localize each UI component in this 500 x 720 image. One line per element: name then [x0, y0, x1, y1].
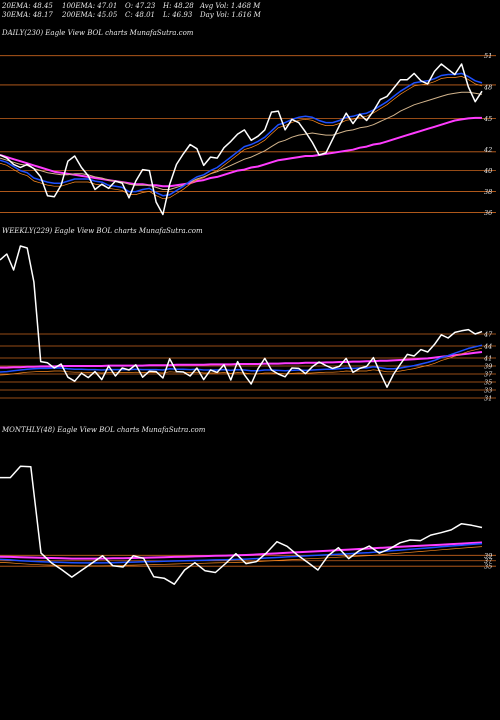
weekly-series-line-2 — [0, 351, 483, 369]
daily-y-tick-label: 51 — [484, 52, 492, 60]
weekly-y-tick-label: 37 — [484, 371, 493, 379]
daily-series-band-orange — [0, 76, 483, 200]
info-close: C: 48.01 — [125, 11, 155, 19]
weekly-panel-title: WEEKLY(229) Eagle View BOL charts Munafa… — [2, 227, 203, 235]
daily-series-line-2 — [0, 91, 483, 190]
weekly-y-tick-label: 47 — [483, 331, 493, 339]
daily-y-tick-label: 48 — [483, 84, 492, 92]
weekly-y-tick-label: 31 — [484, 395, 492, 403]
weekly-y-tick-label: 44 — [483, 343, 492, 351]
info-header: 20EMA: 48.45 100EMA: 47.01 O: 47.23 H: 4… — [1, 2, 262, 19]
info-day-vol: Day Vol: 1.616 M — [199, 11, 262, 19]
monthly-series-line-0 — [0, 465, 483, 585]
daily-panel: 51 48 45 42 40 38 36 — [0, 52, 496, 217]
daily-y-tick-label: 42 — [483, 146, 492, 154]
info-open: O: 47.23 — [125, 2, 156, 10]
weekly-series-band-orange — [0, 347, 483, 376]
daily-y-tick-label: 45 — [483, 115, 492, 123]
daily-series-line-0 — [0, 63, 483, 216]
daily-y-tick-label: 38 — [484, 188, 492, 196]
info-20ema: 20EMA: 48.45 — [1, 2, 53, 10]
weekly-y-tick-label: 39 — [484, 363, 492, 371]
daily-series-line-1 — [0, 72, 483, 197]
monthly-series-band-orange — [0, 546, 483, 567]
info-avg-vol: Avg Vol: 1.468 M — [199, 2, 261, 10]
weekly-y-tick-label: 41 — [483, 355, 492, 363]
daily-panel-title: DAILY(230) Eagle View BOL charts MunafaS… — [1, 29, 194, 37]
weekly-series-line-0 — [0, 245, 483, 388]
weekly-y-tick-label: 33 — [484, 387, 492, 395]
info-high: H: 48.28 — [162, 2, 194, 10]
monthly-y-tick-label: 37 — [484, 557, 493, 565]
daily-y-tick-label: 36 — [484, 209, 492, 217]
monthly-y-tick-label: 39 — [484, 552, 492, 560]
weekly-y-tick-label: 35 — [484, 379, 492, 387]
monthly-series-line-2 — [0, 541, 483, 560]
info-100ema: 100EMA: 47.01 — [62, 2, 117, 10]
info-200ema: 200EMA: 45.05 — [61, 11, 118, 19]
info-low: L: 46.93 — [162, 11, 193, 19]
monthly-y-tick-label: 35 — [484, 563, 492, 571]
daily-y-tick-label: 40 — [483, 167, 492, 175]
daily-series-line-3 — [0, 116, 482, 188]
info-30ema: 30EMA: 48.17 — [2, 11, 53, 19]
monthly-panel-title: MONTHLY(48) Eagle View BOL charts Munafa… — [1, 426, 206, 434]
